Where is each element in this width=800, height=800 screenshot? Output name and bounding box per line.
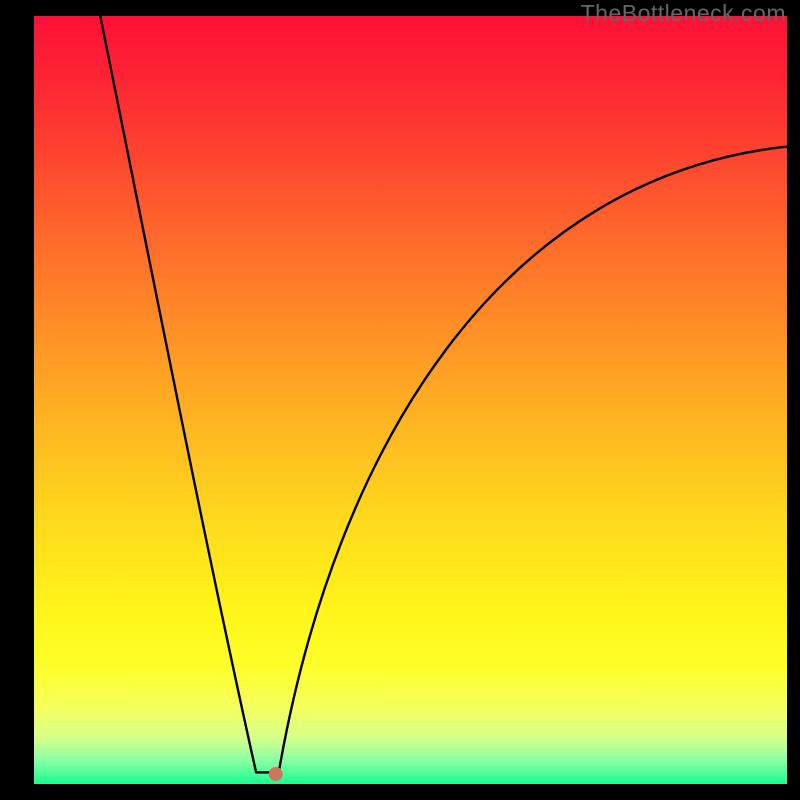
watermark-text: TheBottleneck.com [581, 0, 786, 27]
bottleneck-curve [100, 16, 787, 772]
optimum-marker [269, 767, 283, 781]
curve-layer [34, 16, 787, 784]
chart-stage: TheBottleneck.com [0, 0, 800, 800]
plot-area [34, 16, 787, 784]
